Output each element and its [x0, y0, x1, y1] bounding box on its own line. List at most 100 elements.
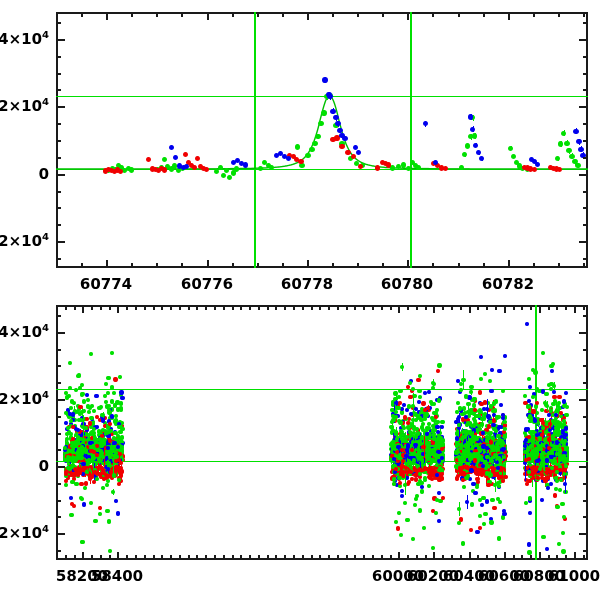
data-point-red-band [291, 153, 297, 160]
data-point-green-band [105, 482, 110, 488]
data-point-green-band [96, 457, 101, 462]
data-point-green-band [218, 165, 224, 171]
data-point-red-band [161, 167, 167, 173]
data-point-green-band [514, 159, 520, 165]
data-point-red-band [528, 166, 534, 172]
data-point-green-band [70, 479, 75, 484]
data-point-blue-band [467, 114, 474, 120]
data-point-green-band [70, 399, 75, 404]
data-point-green-band [109, 385, 115, 390]
data-point-green-band [470, 502, 475, 507]
data-point-red-band [98, 417, 103, 423]
data-point-green-band [104, 382, 109, 387]
data-point-red-band [102, 168, 108, 174]
data-point-blue-band [84, 392, 90, 397]
data-point-blue-band [235, 158, 241, 164]
data-point-green-band [118, 429, 123, 435]
data-point-green-band [511, 153, 517, 159]
data-point-green-band [79, 383, 85, 388]
data-point-green-band [315, 134, 321, 140]
data-point-green-band [431, 546, 436, 551]
data-point-green-band [161, 157, 167, 163]
data-point-green-band [397, 475, 402, 480]
data-point-green-band [411, 386, 416, 391]
data-point-red-band [99, 475, 104, 480]
data-point-green-band [227, 175, 233, 181]
data-point-red-band [197, 163, 204, 169]
data-point-blue-band [64, 420, 69, 425]
data-point-green-band [391, 417, 396, 423]
data-point-red-band [525, 165, 531, 171]
data-point-blue-band [95, 424, 100, 429]
data-point-green-band [500, 515, 506, 520]
data-point-blue-band [529, 156, 535, 163]
data-point-green-band [68, 418, 73, 423]
data-point-green-band [426, 483, 432, 488]
data-point-green-band [114, 413, 119, 418]
data-point-green-band [91, 420, 96, 425]
data-point-blue-band [330, 108, 336, 114]
data-point-red-band [421, 401, 426, 406]
data-point-red-band [382, 160, 388, 167]
data-point-red-band [385, 162, 391, 168]
data-point-green-band [69, 513, 74, 518]
data-point-green-band [419, 425, 424, 430]
data-point-red-band [78, 404, 83, 409]
data-point-blue-band [70, 412, 75, 417]
data-point-blue-band [243, 162, 249, 168]
data-point-red-band [406, 480, 411, 485]
data-point-green-band [496, 536, 501, 541]
data-point-red-band [203, 167, 210, 173]
data-point-red-band [79, 481, 84, 486]
data-point-red-band [101, 477, 106, 482]
data-point-blue-band [413, 442, 418, 447]
data-point-red-band [117, 168, 123, 174]
data-point-green-band [305, 152, 311, 159]
data-point-red-band [70, 472, 75, 477]
data-point-green-band [164, 164, 170, 170]
data-point-blue-band [337, 128, 343, 134]
data-point-blue-band [180, 164, 187, 170]
data-point-green-band [471, 403, 476, 408]
data-point-red-band [111, 169, 117, 175]
data-point-red-band [435, 368, 441, 373]
reference-line-horizontal-0 [56, 389, 588, 390]
data-point-blue-band [77, 433, 82, 438]
data-point-red-band [83, 481, 89, 486]
data-point-red-band [395, 526, 400, 531]
data-point-red-band [75, 470, 80, 475]
data-point-red-band [158, 166, 164, 172]
data-point-blue-band [535, 161, 541, 167]
data-point-green-band [93, 518, 98, 523]
data-point-red-band [194, 155, 201, 162]
data-point-green-band [100, 485, 105, 490]
data-point-green-band [112, 473, 117, 478]
data-point-blue-band [107, 419, 112, 424]
data-point-green-band [89, 500, 94, 505]
data-point-green-band [85, 432, 91, 437]
data-point-red-band [110, 431, 115, 436]
data-point-green-band [105, 508, 110, 514]
data-point-green-band [402, 482, 407, 487]
data-point-green-band [417, 394, 422, 399]
data-point-green-band [458, 165, 465, 171]
data-point-green-band [517, 163, 523, 169]
data-point-blue-band [419, 484, 425, 489]
data-point-blue-band [282, 153, 288, 159]
data-point-green-band [83, 425, 88, 430]
data-point-blue-band [355, 149, 361, 155]
data-point-green-band [411, 458, 417, 463]
data-point-green-band [431, 428, 436, 433]
data-point-green-band [98, 437, 103, 442]
data-point-green-band [83, 485, 88, 490]
data-point-green-band [116, 433, 121, 438]
data-point-blue-band [101, 418, 106, 423]
data-point-green-band [128, 167, 134, 173]
data-point-green-band [440, 420, 445, 425]
data-point-red-band [90, 436, 95, 441]
data-point-blue-band [333, 115, 339, 121]
data-point-red-band [416, 377, 421, 383]
data-point-green-band [103, 393, 108, 398]
data-point-blue-band [352, 144, 358, 150]
data-point-green-band [389, 165, 395, 171]
